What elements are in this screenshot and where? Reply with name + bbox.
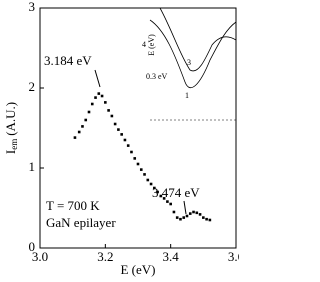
data-point: [120, 133, 123, 136]
plot-frame: [39, 7, 237, 249]
inset-curve: [159, 7, 237, 72]
x-tick-label: 3.4: [163, 249, 180, 264]
data-point: [143, 173, 146, 176]
x-axis-label: E (eV): [120, 262, 155, 277]
data-point: [84, 118, 88, 122]
annotation: T = 700 K: [46, 198, 100, 213]
data-point: [90, 102, 94, 106]
data-point: [133, 157, 137, 160]
data-point: [205, 217, 208, 221]
chart: E (eV) Iem (A.U.) 3.184 eV 3.474 eV T = 7…: [3, 0, 239, 277]
inset-curve: [149, 19, 237, 88]
data-point: [162, 197, 166, 200]
data-point: [198, 213, 202, 216]
data-point: [136, 162, 140, 166]
data-point: [182, 216, 186, 219]
data-point: [188, 212, 192, 215]
data-point: [113, 122, 117, 126]
inset-label: 1: [185, 91, 189, 100]
data-point: [139, 168, 143, 171]
data-point: [169, 202, 172, 206]
data-point: [73, 136, 77, 139]
data-point: [185, 214, 189, 218]
data-point: [156, 190, 159, 194]
data-point: [159, 194, 163, 198]
data-point: [208, 218, 212, 222]
y-label-unit: (A.U.): [3, 102, 18, 136]
data-point: [153, 186, 156, 190]
inset-label: 0.3 eV: [146, 72, 168, 81]
data-point: [110, 114, 114, 118]
data-point: [146, 178, 150, 182]
data-point: [87, 110, 91, 114]
data-point: [94, 96, 97, 99]
data-point: [126, 144, 130, 147]
y-tick-label: 2: [29, 79, 36, 94]
data-point: [172, 210, 176, 214]
data-point: [77, 130, 81, 134]
y-tick-label: 1: [29, 159, 36, 174]
data-point: [166, 200, 169, 203]
y-label-sub: em: [9, 139, 19, 150]
arrow: [94, 69, 101, 88]
inset-label: E (eV): [147, 34, 156, 56]
data-point: [195, 211, 199, 215]
arrow: [183, 200, 187, 215]
annotation: 3.184 eV: [44, 53, 92, 68]
data-point: [123, 138, 127, 142]
x-tick-label: 3.0: [32, 249, 48, 264]
data-point: [149, 182, 153, 186]
data-point: [117, 128, 120, 131]
x-tick-label: 3.6: [228, 249, 239, 264]
inset-label: 3: [187, 58, 191, 67]
y-tick-label: 0: [29, 239, 36, 254]
x-tick-label: 3.2: [97, 249, 113, 264]
annotation: 3.474 eV: [152, 185, 200, 200]
data-point: [104, 101, 107, 104]
data-point: [107, 109, 110, 112]
data-point: [179, 217, 182, 221]
data-point: [202, 216, 205, 219]
y-label-main: I: [3, 150, 18, 154]
data-point: [192, 210, 195, 214]
y-axis-label: Iem (A.U.): [3, 102, 19, 154]
data-point: [81, 125, 84, 128]
data-point: [130, 150, 133, 154]
inset: E (eV) 0.3 eV 3 1 4: [142, 7, 237, 121]
data-point: [175, 216, 179, 219]
y-tick-label: 3: [29, 0, 36, 14]
inset-label: 4: [142, 40, 146, 49]
data-point: [97, 92, 101, 95]
annotation: GaN epilayer: [46, 215, 116, 230]
data-point: [100, 94, 104, 98]
